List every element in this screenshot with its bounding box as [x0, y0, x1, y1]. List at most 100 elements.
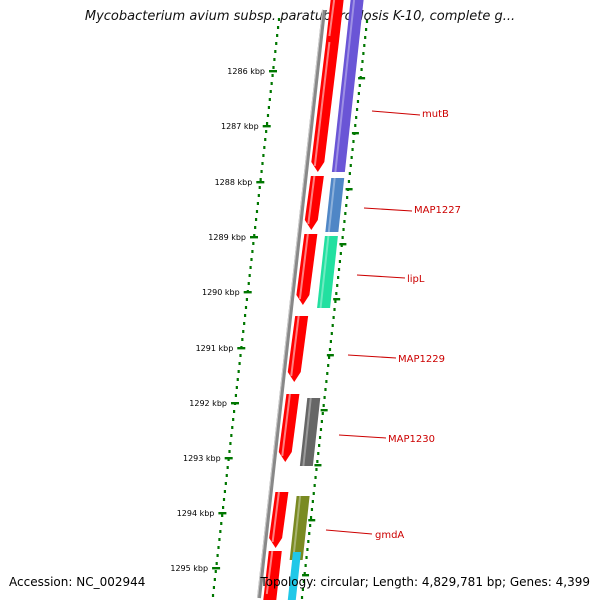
minor-tick [363, 44, 366, 47]
minor-tick [325, 380, 328, 383]
gene-labels-layer: mutB MAP1227 lipL MAP1229 MAP1230 gmdA [325, 109, 461, 541]
minor-tick [343, 220, 346, 223]
minor-tick [273, 58, 276, 61]
minor-tick [337, 276, 340, 279]
gene-label-leader [325, 529, 373, 535]
minor-tick [254, 218, 258, 221]
minor-tick [315, 468, 318, 471]
minor-tick [346, 196, 349, 199]
gene-label[interactable]: MAP1229 [398, 354, 445, 365]
minor-tick [307, 540, 310, 543]
minor-tick [217, 546, 220, 549]
minor-tick [316, 460, 319, 463]
minor-tick [248, 274, 251, 277]
accession-label: Accession: NC_002944 [9, 575, 146, 589]
minor-tick [330, 332, 333, 335]
cds-feature-highlight [307, 175, 316, 225]
gene-lane-block[interactable] [299, 398, 321, 466]
minor-tick [234, 394, 238, 397]
minor-tick [264, 138, 267, 141]
genome-backbone [257, 9, 326, 599]
minor-tick [355, 116, 358, 119]
gene-label[interactable]: MAP1227 [414, 205, 461, 216]
cds-feature-highlight [265, 550, 274, 595]
minor-tick [352, 140, 355, 143]
minor-tick [254, 226, 257, 229]
minor-tick [323, 396, 326, 399]
minor-tick [274, 50, 277, 53]
minor-tick [256, 202, 260, 205]
major-tick [351, 132, 359, 135]
gene-label[interactable]: lipL [407, 274, 425, 285]
minor-tick [276, 26, 280, 29]
gene-lane-block[interactable] [325, 178, 345, 232]
minor-tick [317, 452, 320, 455]
gene-label-leader [338, 434, 387, 439]
gene-features-layer [263, 0, 364, 600]
minor-tick [320, 420, 323, 423]
gene-lane-block[interactable] [289, 496, 310, 560]
minor-tick [244, 306, 248, 309]
minor-tick [342, 228, 345, 231]
minor-tick [239, 354, 242, 357]
minor-tick [238, 362, 241, 365]
minor-tick [300, 596, 304, 599]
minor-tick [336, 284, 339, 287]
minor-tick [272, 66, 275, 69]
minor-tick [354, 124, 357, 127]
gene-lane-block[interactable] [331, 0, 364, 172]
major-tick [212, 567, 221, 570]
minor-tick [228, 450, 231, 453]
gene-label[interactable]: MAP1230 [388, 434, 435, 445]
gene-label[interactable]: gmdA [375, 530, 404, 541]
minor-tick [257, 194, 260, 197]
minor-tick [237, 370, 240, 373]
minor-tick [221, 514, 224, 517]
minor-tick [218, 538, 221, 541]
major-tick [358, 77, 366, 80]
kbp-tick-label: 1290 kbp [202, 288, 240, 297]
cds-feature-highlight [290, 315, 300, 377]
minor-tick [251, 250, 254, 253]
minor-tick [347, 180, 351, 183]
cds-feature-highlight [281, 393, 291, 457]
minor-tick [225, 474, 228, 477]
minor-tick [242, 330, 245, 333]
minor-tick [302, 580, 305, 583]
minor-tick [327, 356, 331, 359]
minor-tick [265, 130, 268, 133]
minor-tick [247, 282, 250, 285]
minor-tick [231, 426, 234, 429]
minor-tick [232, 418, 235, 421]
minor-tick [331, 324, 334, 327]
minor-tick [329, 340, 332, 343]
gene-lane-block[interactable] [287, 552, 302, 600]
minor-tick [253, 234, 256, 237]
major-tick [250, 236, 259, 239]
map-title: Mycobacterium avium subsp. paratuberculo… [84, 9, 516, 24]
gene-lane-highlight [292, 495, 302, 561]
minor-tick [340, 244, 343, 247]
minor-tick [268, 98, 271, 101]
minor-tick [277, 18, 281, 21]
minor-tick [236, 378, 239, 381]
minor-tick [334, 300, 337, 303]
cds-feature-highlight [313, 41, 331, 167]
major-tick [262, 125, 271, 128]
gene-label[interactable]: mutB [422, 109, 449, 120]
minor-tick [318, 436, 322, 439]
minor-tick [263, 146, 266, 149]
minor-tick [364, 36, 367, 39]
gene-lane-block[interactable] [317, 236, 338, 308]
cds-feature-highlight [328, 0, 336, 37]
gene-lane-highlight [334, 0, 356, 173]
minor-tick [262, 154, 265, 157]
minor-tick [229, 442, 232, 445]
minor-tick [327, 364, 330, 367]
minor-tick [258, 186, 261, 189]
major-tick [230, 402, 239, 405]
minor-tick [235, 386, 238, 389]
gene-lane-highlight [319, 235, 330, 309]
minor-tick [362, 52, 365, 55]
